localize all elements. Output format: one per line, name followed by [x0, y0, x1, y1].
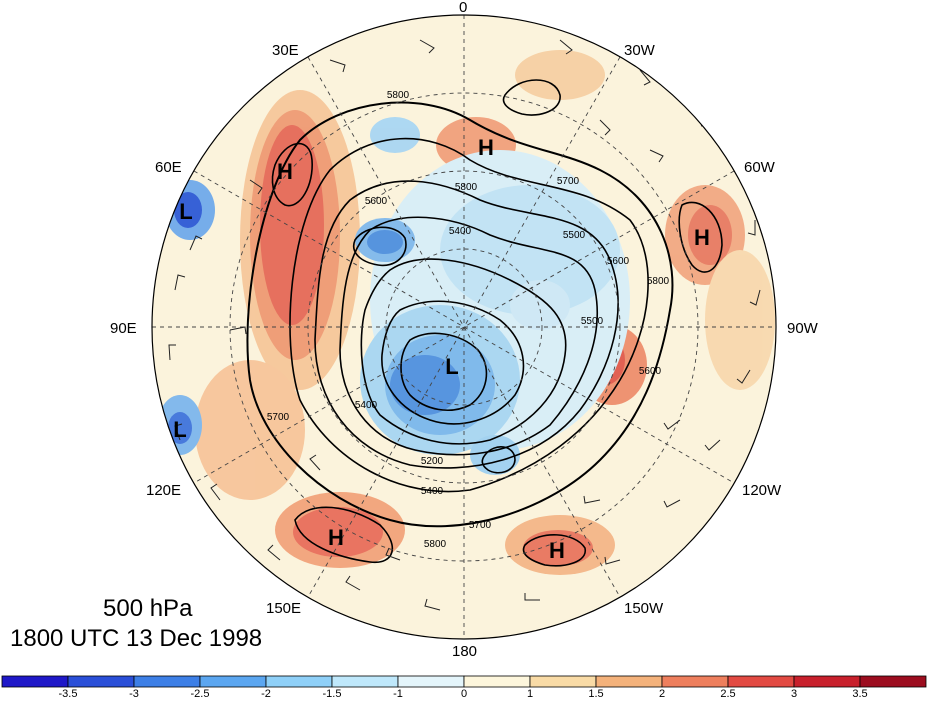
lon-label-60w: 60W [744, 159, 775, 176]
lon-label-0: 0 [459, 0, 468, 16]
contour-label: 5400 [420, 486, 444, 497]
contour-label: 5700 [556, 176, 580, 187]
colorbar-tick-label: -1.5 [322, 688, 342, 700]
lon-label-120w: 120W [742, 482, 782, 499]
colorbar-segment [661, 675, 729, 688]
colorbar-tick-label: -1 [393, 688, 403, 700]
contour-label: 5200 [420, 456, 444, 467]
contour-label: 5800 [423, 539, 447, 550]
contour-label: 5800 [646, 276, 670, 287]
colorbar [1, 675, 927, 688]
lon-label-180: 180 [452, 643, 478, 660]
colorbar-tick-label: 3 [790, 688, 798, 700]
lon-label-120e: 120E [146, 482, 182, 499]
colorbar-segment [133, 675, 201, 688]
lon-label-150e: 150E [266, 600, 302, 617]
colorbar-tick-label: 2.5 [720, 688, 736, 700]
colorbar-segment [727, 675, 795, 688]
pressure-level-title: 500 hPa [103, 595, 193, 622]
colorbar-tick-label: 1 [526, 688, 534, 700]
contour-label: 5500 [562, 230, 586, 241]
colorbar-segment [397, 675, 465, 688]
colorbar-segment [463, 675, 531, 688]
colorbar-tick-label: 0 [460, 688, 468, 700]
colorbar-segment [595, 675, 663, 688]
colorbar-tick-label: 1.5 [588, 688, 604, 700]
contour-label: 5800 [386, 90, 410, 101]
lon-label-30w: 30W [624, 42, 655, 59]
contour-label: 5800 [454, 182, 478, 193]
contour-label: 5500 [580, 316, 604, 327]
contour-label: 5600 [364, 196, 388, 207]
colorbar-segment [859, 675, 927, 688]
contour-label: 5600 [638, 366, 662, 377]
colorbar-segment [331, 675, 399, 688]
contour-label: 5400 [354, 400, 378, 411]
low-center-label: L [445, 354, 459, 379]
colorbar-tick-label: -3 [129, 688, 139, 700]
datetime-title: 1800 UTC 13 Dec 1998 [10, 625, 263, 652]
low-center-label: L [173, 417, 187, 442]
lon-label-90w: 90W [787, 320, 818, 337]
lon-label-150w: 150W [624, 600, 664, 617]
colorbar-segment [265, 675, 333, 688]
colorbar-tick-label: -2 [261, 688, 271, 700]
colorbar-segment [67, 675, 135, 688]
colorbar-segment [529, 675, 597, 688]
map-boundary [151, 14, 777, 640]
height-contours [246, 79, 723, 567]
graticule [152, 15, 776, 639]
lon-label-60e: 60E [155, 159, 182, 176]
high-center-label: H [694, 225, 710, 250]
contour-label: 5600 [606, 256, 630, 267]
lon-label-30e: 30E [272, 42, 299, 59]
colorbar-tick-label: -2.5 [190, 688, 210, 700]
high-center-label: H [549, 538, 565, 563]
colorbar-segment [793, 675, 861, 688]
contour-label: 5400 [448, 226, 472, 237]
low-center-label: L [179, 199, 193, 224]
colorbar-tick-label: -3.5 [58, 688, 78, 700]
lon-label-90e: 90E [110, 320, 137, 337]
contour-label: 5700 [468, 520, 492, 531]
contour-label: 5700 [266, 412, 290, 423]
high-center-label: H [328, 525, 344, 550]
colorbar-tick-label: 3.5 [852, 688, 868, 700]
high-center-label: H [277, 159, 293, 184]
colorbar-segment [1, 675, 69, 688]
high-center-label: H [478, 135, 494, 160]
colorbar-tick-label: 2 [658, 688, 666, 700]
colorbar-segment [199, 675, 267, 688]
